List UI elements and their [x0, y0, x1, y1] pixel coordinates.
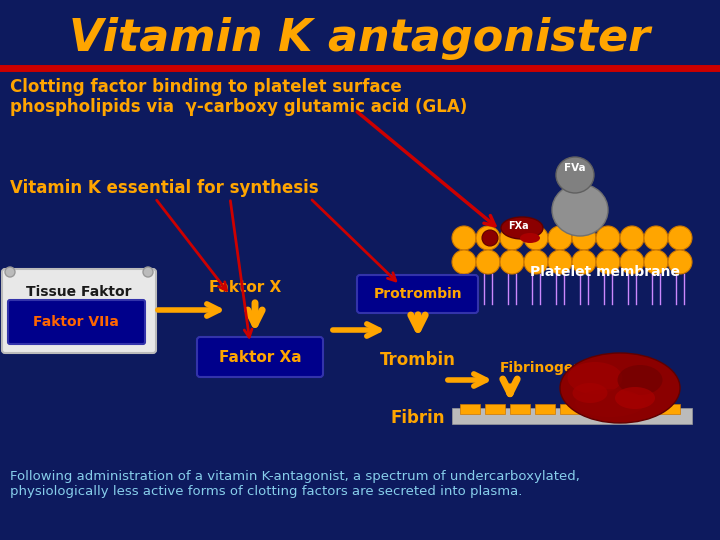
Circle shape	[500, 226, 524, 250]
Circle shape	[548, 250, 572, 274]
Text: Following administration of a vitamin K-antagonist, a spectrum of undercarboxyla: Following administration of a vitamin K-…	[10, 470, 580, 498]
Text: Trombin: Trombin	[380, 351, 456, 369]
Circle shape	[596, 226, 620, 250]
Text: Fibrinogen: Fibrinogen	[500, 361, 584, 375]
Text: Faktor VIIa: Faktor VIIa	[33, 315, 119, 329]
Text: Clotting factor binding to platelet surface: Clotting factor binding to platelet surf…	[10, 78, 402, 96]
Circle shape	[5, 267, 15, 277]
Ellipse shape	[618, 365, 662, 395]
Text: FVa: FVa	[564, 163, 586, 173]
Circle shape	[500, 250, 524, 274]
Text: Faktor Xa: Faktor Xa	[219, 349, 301, 364]
Text: Vitamin K essential for synthesis: Vitamin K essential for synthesis	[10, 179, 319, 197]
Text: phospholipids via  γ-carboxy glutamic acid (GLA): phospholipids via γ-carboxy glutamic aci…	[10, 98, 467, 116]
Ellipse shape	[567, 362, 623, 394]
Circle shape	[524, 250, 548, 274]
Circle shape	[668, 226, 692, 250]
Ellipse shape	[572, 383, 608, 403]
Text: Platelet membrane: Platelet membrane	[530, 265, 680, 279]
Circle shape	[482, 230, 498, 246]
Ellipse shape	[556, 157, 594, 193]
Bar	[560, 404, 580, 414]
Circle shape	[668, 250, 692, 274]
FancyBboxPatch shape	[8, 300, 145, 344]
Circle shape	[620, 226, 644, 250]
Text: Protrombin: Protrombin	[374, 287, 462, 301]
Ellipse shape	[501, 217, 543, 239]
Bar	[585, 404, 605, 414]
Bar	[510, 404, 530, 414]
Circle shape	[596, 250, 620, 274]
Circle shape	[476, 226, 500, 250]
Ellipse shape	[615, 387, 655, 409]
Ellipse shape	[552, 184, 608, 236]
Bar	[635, 404, 655, 414]
Bar	[535, 404, 555, 414]
Ellipse shape	[520, 233, 540, 243]
Circle shape	[452, 226, 476, 250]
FancyBboxPatch shape	[2, 269, 156, 353]
Text: Tissue Faktor: Tissue Faktor	[26, 285, 132, 299]
FancyBboxPatch shape	[357, 275, 478, 313]
Circle shape	[644, 226, 668, 250]
Text: FXa: FXa	[508, 221, 528, 231]
Circle shape	[524, 226, 548, 250]
Ellipse shape	[560, 353, 680, 423]
Circle shape	[452, 250, 476, 274]
Bar	[460, 404, 480, 414]
Text: Faktor X: Faktor X	[209, 280, 281, 295]
Circle shape	[548, 226, 572, 250]
Bar	[485, 404, 505, 414]
Circle shape	[572, 226, 596, 250]
Circle shape	[644, 250, 668, 274]
Circle shape	[143, 267, 153, 277]
Text: Vitamin K antagonister: Vitamin K antagonister	[69, 17, 651, 59]
Circle shape	[620, 250, 644, 274]
Circle shape	[476, 250, 500, 274]
Text: Fibrin: Fibrin	[391, 409, 445, 427]
Ellipse shape	[575, 389, 645, 417]
FancyBboxPatch shape	[197, 337, 323, 377]
Bar	[452, 408, 692, 424]
Bar	[660, 404, 680, 414]
Circle shape	[572, 250, 596, 274]
Bar	[610, 404, 630, 414]
